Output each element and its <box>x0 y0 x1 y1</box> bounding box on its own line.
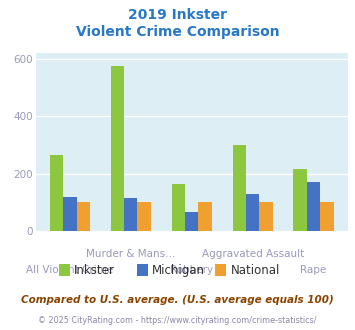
Bar <box>294 169 307 231</box>
Bar <box>77 202 90 231</box>
Bar <box>246 194 260 231</box>
Bar <box>185 212 198 231</box>
Bar <box>307 182 320 231</box>
Bar <box>198 202 212 231</box>
Text: Michigan: Michigan <box>152 264 205 277</box>
Text: Rape: Rape <box>300 265 327 275</box>
Text: Robbery: Robbery <box>170 265 213 275</box>
Text: Compared to U.S. average. (U.S. average equals 100): Compared to U.S. average. (U.S. average … <box>21 295 334 305</box>
Text: © 2025 CityRating.com - https://www.cityrating.com/crime-statistics/: © 2025 CityRating.com - https://www.city… <box>38 316 317 325</box>
Text: All Violent Crime: All Violent Crime <box>26 265 114 275</box>
Text: Aggravated Assault: Aggravated Assault <box>202 249 304 259</box>
Text: 2019 Inkster: 2019 Inkster <box>128 8 227 22</box>
Text: Violent Crime Comparison: Violent Crime Comparison <box>76 25 279 39</box>
Text: Inkster: Inkster <box>74 264 115 277</box>
Bar <box>171 183 185 231</box>
Text: Murder & Mans...: Murder & Mans... <box>86 249 175 259</box>
Bar <box>124 198 137 231</box>
Bar <box>233 145 246 231</box>
Bar <box>50 155 63 231</box>
Bar <box>320 202 334 231</box>
Text: National: National <box>230 264 280 277</box>
Bar <box>63 196 77 231</box>
Bar <box>137 202 151 231</box>
Bar <box>111 66 124 231</box>
Bar <box>260 202 273 231</box>
